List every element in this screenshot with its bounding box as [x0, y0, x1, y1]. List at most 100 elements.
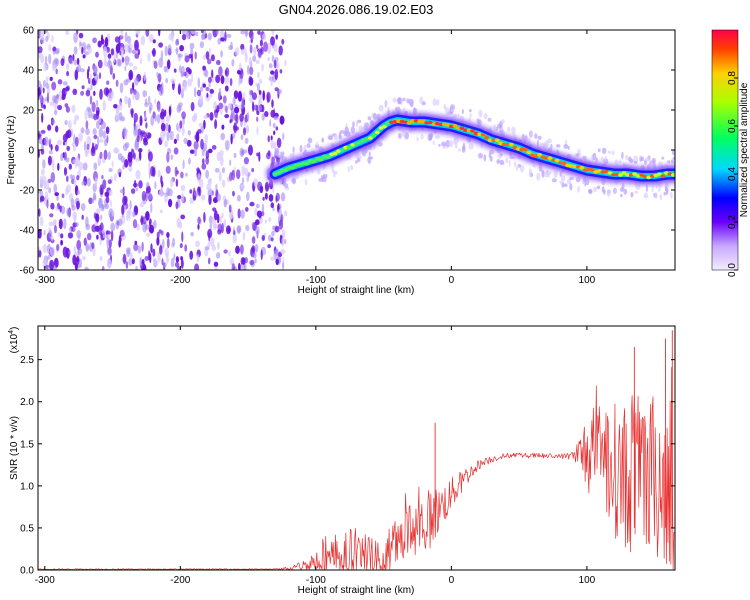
noise-speck: [263, 41, 268, 53]
noise-speck: [248, 57, 252, 66]
noise-speck: [106, 233, 110, 241]
noise-speck: [240, 43, 245, 51]
ridge-core-dot: [625, 173, 630, 177]
noise-speck: [281, 236, 285, 247]
noise-speck: [213, 261, 219, 267]
noise-speck: [53, 95, 59, 105]
noise-speck: [231, 169, 236, 181]
noise-speck: [258, 90, 261, 95]
noise-speck: [206, 92, 209, 98]
noise-speck: [113, 52, 116, 63]
ridge-halo-speck: [561, 175, 566, 182]
noise-speck: [225, 225, 231, 235]
noise-speck: [224, 85, 229, 92]
ridge-halo-speck: [564, 183, 568, 187]
ridge-core-dot: [367, 136, 373, 140]
noise-speck: [74, 161, 78, 168]
noise-speck: [215, 74, 221, 84]
noise-speck: [233, 230, 236, 236]
ridge-core-dot: [463, 128, 468, 132]
noise-speck: [111, 210, 115, 217]
noise-speck: [272, 186, 275, 194]
noise-speck: [60, 94, 66, 100]
noise-speck: [89, 95, 93, 105]
ridge-halo-speck: [483, 113, 488, 120]
noise-speck: [51, 81, 57, 91]
ridge-halo-speck: [634, 160, 638, 165]
y-tick-label: 60: [23, 26, 35, 37]
ridge-halo-speck: [543, 171, 549, 178]
ridge-halo-speck: [547, 138, 552, 144]
ridge-core-dot: [346, 146, 352, 150]
noise-speck: [91, 242, 95, 250]
noise-speck: [219, 215, 223, 224]
ridge-halo-speck: [355, 160, 358, 164]
ridge-core-dot: [656, 172, 662, 176]
noise-speck: [195, 131, 200, 143]
noise-speck: [236, 169, 241, 180]
noise-speck: [173, 147, 179, 155]
noise-speck: [76, 175, 80, 181]
noise-speck: [82, 255, 86, 261]
colorbar-ticks: 0.0 0.2 0.4 0.6 0.8: [727, 71, 738, 277]
colorbar-tick-label: 0.4: [727, 167, 738, 181]
noise-speck: [207, 257, 211, 265]
noise-speck: [57, 104, 63, 111]
noise-speck: [264, 219, 267, 224]
noise-speck: [117, 218, 123, 227]
noise-speck: [284, 59, 287, 67]
noise-speck: [241, 177, 245, 185]
noise-speck: [87, 47, 92, 54]
ridge-core-dot: [639, 173, 645, 177]
noise-speck: [53, 183, 58, 193]
noise-speck: [137, 48, 140, 56]
noise-speck: [205, 150, 210, 159]
ridge-core-dot: [318, 158, 324, 162]
noise-speck: [164, 140, 168, 148]
snr-frame: [37, 325, 676, 571]
noise-speck: [107, 151, 111, 161]
ridge-halo-speck: [387, 106, 390, 111]
noise-speck: [258, 151, 261, 162]
noise-speck: [217, 229, 222, 235]
noise-speck: [127, 207, 132, 216]
noise-speck: [244, 47, 247, 57]
noise-speck: [189, 197, 195, 204]
noise-speck: [108, 168, 113, 172]
noise-speck: [62, 81, 68, 86]
noise-speck: [174, 166, 178, 177]
noise-speck: [65, 106, 70, 113]
noise-speck: [221, 179, 226, 188]
noise-speck: [154, 260, 159, 266]
noise-speck: [65, 187, 69, 196]
ridge-halo-speck: [581, 181, 586, 185]
ridge-halo-speck: [488, 118, 492, 122]
noise-speck: [89, 73, 93, 84]
noise-speck: [257, 82, 260, 92]
noise-speck: [148, 160, 151, 172]
snr-y-ticks: 0.0 0.5 1.0 1.5 2.0 2.5: [20, 355, 675, 577]
ridge-halo-speck: [368, 151, 371, 157]
noise-speck: [122, 164, 125, 170]
noise-speck: [157, 251, 161, 263]
noise-speck: [146, 185, 151, 195]
noise-speck: [109, 199, 112, 208]
ridge-halo-speck: [528, 168, 532, 176]
noise-speck: [208, 194, 212, 205]
noise-speck: [106, 259, 112, 269]
y-tick-label: 1.0: [20, 481, 34, 492]
ridge-core-dot: [575, 165, 581, 169]
noise-speck: [41, 112, 44, 123]
noise-speck: [228, 204, 232, 213]
ridge-halo-speck: [469, 113, 472, 118]
ridge-halo-speck: [483, 154, 487, 162]
noise-speck: [178, 83, 181, 88]
ridge-core-dot: [410, 119, 415, 123]
noise-speck: [189, 149, 195, 154]
noise-speck: [267, 57, 271, 62]
noise-speck: [243, 127, 246, 136]
noise-speck: [56, 243, 60, 251]
noise-speck: [248, 89, 253, 96]
noise-speck: [262, 196, 265, 201]
noise-speck: [164, 247, 169, 258]
